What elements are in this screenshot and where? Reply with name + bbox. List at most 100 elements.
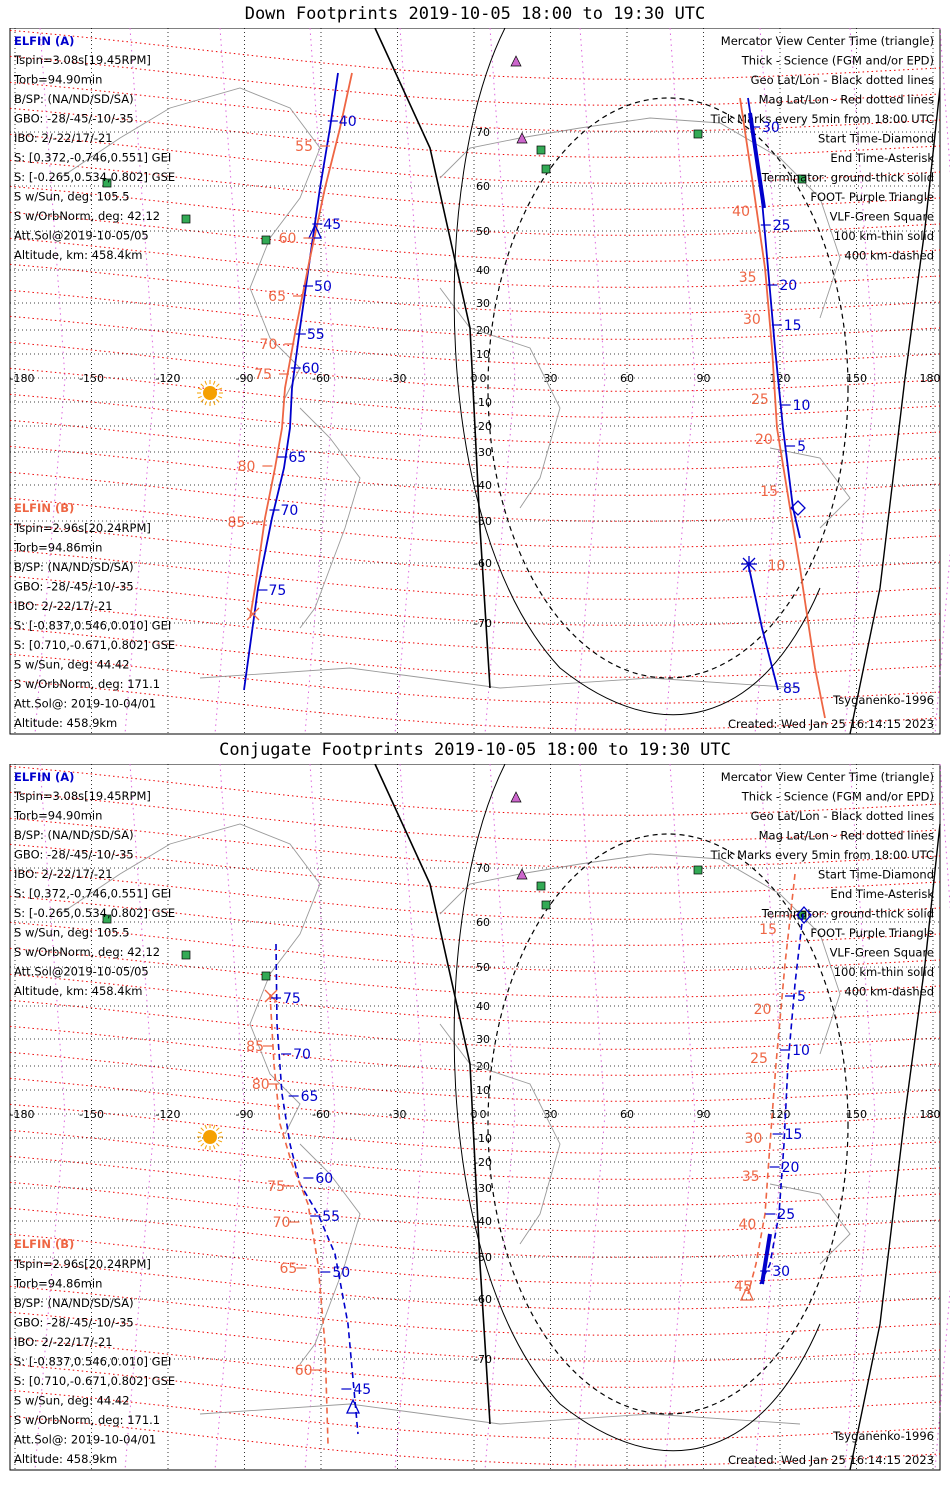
elfin-b-name: ELFIN (B) (14, 1237, 74, 1251)
elfin-b-mag-label: 15 (760, 484, 778, 500)
legend-line: Geo Lat/Lon - Black dotted lines (751, 809, 934, 823)
coastline-eurasia (439, 853, 841, 1055)
lat-label: 60 (476, 916, 490, 929)
elfin-b-info-line: B/SP: (NA/ND/SD/SA) (14, 560, 134, 574)
terminator-line (374, 28, 491, 689)
coastline-antarctica (199, 1403, 801, 1425)
lon-label: -90 (236, 372, 254, 385)
elfin-a-track (243, 72, 339, 691)
elfin-a-mag-label: 70 (260, 337, 278, 353)
lat-label: -70 (474, 1353, 492, 1366)
elfin-a-tick-label: 60 (302, 361, 320, 377)
coastline-africa (439, 1023, 561, 1245)
elfin-a-info-line: B/SP: (NA/ND/SD/SA) (14, 92, 134, 106)
lon-label: -30 (389, 1108, 407, 1121)
lat-label: -30 (474, 1182, 492, 1195)
elfin-a-tick-label: 55 (322, 1209, 340, 1225)
elfin-a-info-line: IBO: 2/-22/17/-21 (14, 867, 113, 881)
vlf-station-square (181, 214, 191, 224)
elfin-b-info-line: S w/OrbNorm, deg: 171.1 (14, 1413, 160, 1427)
elfin-b-mag-label: 25 (751, 392, 769, 408)
lat-label: 60 (476, 180, 490, 193)
down-footprints-map: -180 -150 -120 -90 -60 -30 0 30 60 90 120 150 180706… (9, 28, 950, 735)
lon-label: 90 (697, 1108, 711, 1121)
elfin-a-magnetic-track (249, 72, 353, 619)
mag-lon-line (484, 764, 516, 1471)
legend-line: 400 km-dashed (844, 985, 934, 999)
legend-line: VLF-Green Square (830, 210, 934, 224)
mag-lon-line (664, 764, 696, 1471)
map-frame (9, 28, 941, 735)
elfin-b-science-segment (760, 1233, 772, 1285)
elfin-b-info-line: Tspin=2.96s[20.24RPM] (13, 1257, 151, 1271)
elfin-b-tick-label: 15 (785, 1127, 803, 1143)
mag-lat-line (9, 237, 941, 288)
elfin-a-info-line: S w/OrbNorm, deg: 42.12 (14, 209, 160, 223)
elfin-a-tick-label: 75 (268, 583, 286, 599)
elfin-b-mag-label: 25 (750, 1051, 768, 1067)
elfin-b-tick-label: 30 (772, 1264, 790, 1280)
lon-label: 180 (920, 372, 941, 385)
sun-ray (218, 1139, 223, 1143)
elfin-b-science-segment (748, 112, 766, 209)
lon-label: 150 (846, 372, 867, 385)
lon-label: 60 (620, 372, 634, 385)
elfin-a-info-line: GBO: -28/-45/-10/-35 (14, 112, 134, 126)
mag-lon-line (484, 28, 516, 735)
elfin-b-magnetic-track (747, 873, 796, 1295)
mag-lon-line (394, 764, 426, 1471)
elfin-a-tick-label: 60 (315, 1171, 333, 1187)
sun-ray (216, 1143, 220, 1147)
elfin-a-info-line: Altitude, km: 458.4km (14, 984, 142, 998)
mag-lon-line (844, 28, 876, 735)
lon-label: -150 (79, 372, 104, 385)
foot-triangle (510, 791, 522, 803)
elfin-b-info-line: Altitude: 458.9km (14, 1452, 117, 1466)
sun-ray (197, 395, 202, 399)
vlf-station-square (536, 145, 546, 155)
lon-label: -120 (156, 372, 181, 385)
vlf-station-square (261, 971, 271, 981)
elfin-a-mag-label: 65 (268, 289, 286, 305)
elfin-a-tick-label: 45 (323, 217, 341, 233)
legend-line: Geo Lat/Lon - Black dotted lines (751, 73, 934, 87)
elfin-b-track (759, 913, 804, 1285)
lon-label: 180 (920, 1108, 941, 1121)
lat-label: 10 (476, 348, 490, 361)
mag-lon-line (214, 764, 246, 1471)
elfin-b-mag-label: 30 (745, 1131, 763, 1147)
view-center-triangle (345, 1398, 361, 1414)
mag-lon-line (394, 28, 426, 735)
elfin-a-magnetic-track (269, 993, 329, 1445)
sun-ray (212, 380, 216, 385)
lon-label: 90 (697, 372, 711, 385)
elfin-b-info-line: GBO: -28/-45/-10/-35 (14, 580, 134, 594)
lat-label: 30 (476, 1033, 490, 1046)
sun-ray (200, 1143, 204, 1147)
elfin-b-info-line: S: [0.710,-0.671,0.802] GSE (14, 638, 175, 652)
view-center-triangle (739, 1285, 755, 1301)
lat-label: -20 (474, 420, 492, 433)
elfin-a-mag-label: 85 (246, 1039, 264, 1055)
coastline-africa (439, 287, 561, 509)
elfin-a-info-line: Altitude, km: 458.4km (14, 248, 142, 262)
lat-label: -70 (474, 617, 492, 630)
elfin-a-track (275, 943, 359, 1435)
sun-ray (212, 1124, 216, 1129)
sun-ray (216, 399, 220, 403)
mag-lat-line (9, 159, 941, 210)
elfin-a-mag-label: 80 (238, 459, 256, 475)
lon-label: 150 (846, 1108, 867, 1121)
elfin-b-mag-label: 20 (755, 432, 773, 448)
created-label: Created: Wed Jan 25 16:14:15 2023 (728, 1453, 934, 1467)
legend-line: 100 km-thin solid (834, 229, 934, 243)
sun-ray (204, 1145, 208, 1150)
elfin-b-mag-label: 40 (739, 1217, 757, 1233)
elfin-b-mag-label: 15 (759, 922, 777, 938)
map-frame (9, 764, 941, 1471)
elfin-a-info-line: Torb=94.90min (13, 809, 102, 823)
elfin-b-info-line: B/SP: (NA/ND/SD/SA) (14, 1296, 134, 1310)
terminator-line (849, 87, 941, 735)
end-asterisk (246, 607, 260, 621)
mag-lon-line (34, 28, 66, 735)
